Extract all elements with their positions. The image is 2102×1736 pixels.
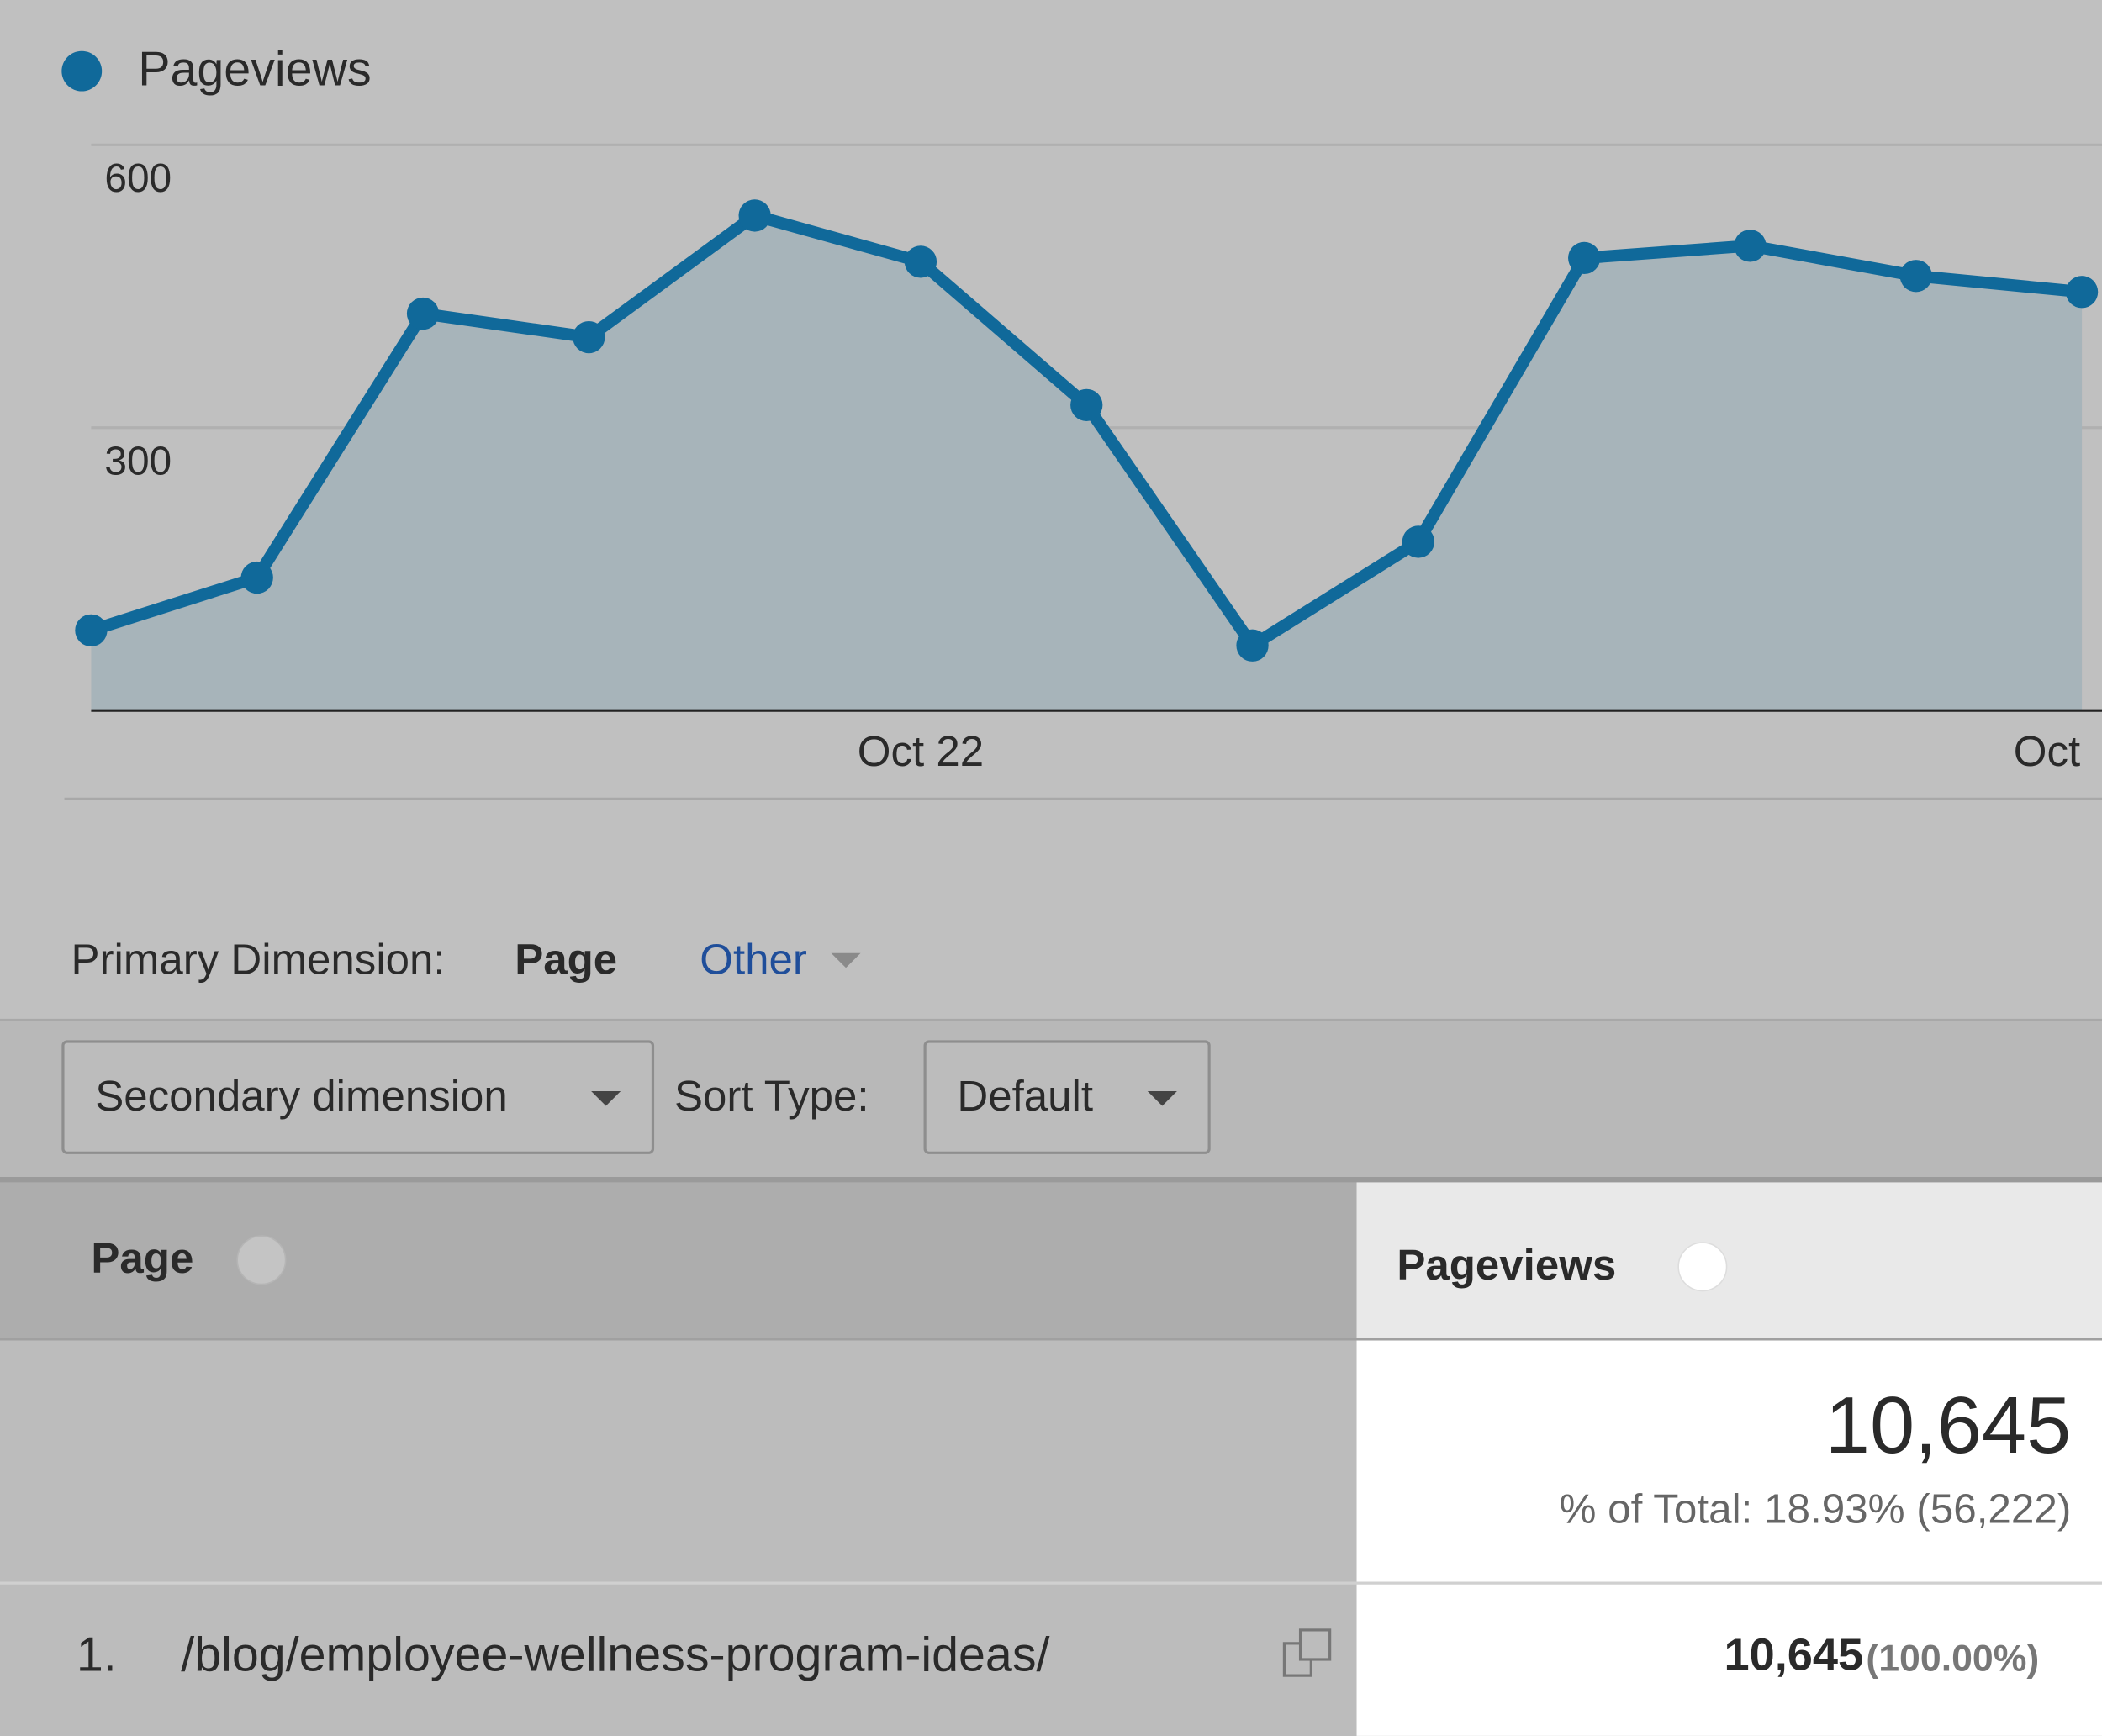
- x-tick-label: Oct: [2014, 727, 2080, 775]
- caret: [1147, 1090, 1177, 1106]
- data-point: [904, 245, 937, 278]
- row-value: 10,645: [1724, 1630, 1863, 1681]
- data-point: [240, 561, 273, 594]
- data-point: [2065, 276, 2099, 309]
- data-point: [75, 614, 108, 646]
- other-caret: [831, 952, 861, 968]
- legend-label: Pageviews: [138, 42, 371, 96]
- caret: [591, 1090, 621, 1106]
- secondary-dropdown[interactable]: [61, 1040, 655, 1154]
- dimension-selected[interactable]: Page: [515, 935, 617, 983]
- data-point: [1402, 525, 1434, 558]
- data-point: [406, 297, 440, 330]
- row-index: 1.: [77, 1628, 117, 1682]
- header-cell: [0, 1178, 1357, 1339]
- sort-dropdown-label: Default: [957, 1072, 1093, 1120]
- y-tick-label: 600: [104, 156, 172, 201]
- row-page[interactable]: /blog/employee-wellness-program-ideas/: [181, 1628, 1049, 1682]
- help-icon[interactable]: [236, 1235, 287, 1285]
- sort-label: Sort Type:: [674, 1072, 869, 1120]
- column-header[interactable]: Page: [91, 1234, 193, 1282]
- plot: 300 600 Oct 22 Oct: [75, 143, 2102, 775]
- help-icon[interactable]: [1677, 1242, 1728, 1292]
- secondary-dropdown-label: Secondary dimension: [95, 1072, 508, 1120]
- header-cell: [1356, 1182, 2102, 1339]
- y-tick-label: 300: [104, 439, 172, 483]
- legend-dot: [61, 50, 103, 92]
- dimension-label: Primary Dimension:: [71, 935, 446, 983]
- dimension-other[interactable]: Other: [700, 935, 807, 983]
- data-point: [1236, 629, 1269, 662]
- sort-dropdown[interactable]: [923, 1040, 1211, 1154]
- x-tick-label: Oct 22: [858, 727, 984, 775]
- column-header[interactable]: Pageviews: [1397, 1241, 1616, 1289]
- total-value: 10,645: [1825, 1380, 2072, 1470]
- table-body: [1356, 1340, 2102, 1736]
- data-point: [1070, 388, 1103, 421]
- data-point: [1899, 260, 1932, 293]
- data-point: [738, 199, 771, 232]
- data-point: [1734, 230, 1767, 262]
- data-point: [573, 320, 605, 354]
- row-share: (100.00%): [1866, 1638, 2039, 1679]
- open-link-icon[interactable]: [1282, 1628, 1332, 1677]
- table-body: [0, 1340, 1357, 1736]
- total-share: % of Total: 18.93% (56,222): [1560, 1486, 2072, 1533]
- data-point: [1568, 241, 1601, 275]
